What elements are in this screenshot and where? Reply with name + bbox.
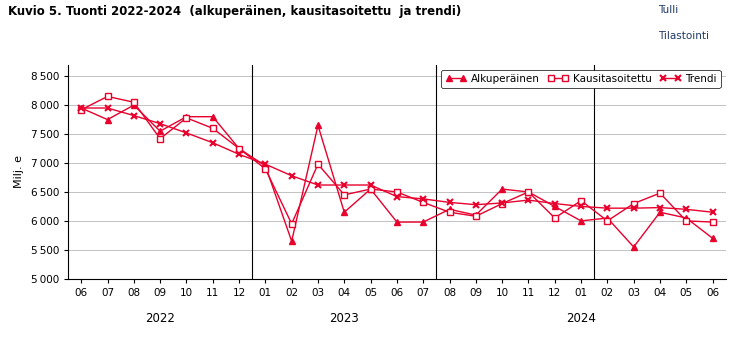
Alkuperäinen xyxy=(682,216,691,220)
Line: Alkuperäinen: Alkuperäinen xyxy=(79,102,715,250)
Kausitasoitettu xyxy=(524,190,533,194)
Trendi xyxy=(76,106,85,110)
Kausitasoitettu xyxy=(708,220,717,224)
Kausitasoitettu xyxy=(156,137,165,141)
Alkuperäinen xyxy=(129,103,138,107)
Kausitasoitettu xyxy=(629,202,638,206)
Alkuperäinen xyxy=(708,236,717,240)
Trendi xyxy=(445,200,454,204)
Alkuperäinen xyxy=(471,213,480,217)
Text: Tilastointi: Tilastointi xyxy=(658,31,708,40)
Trendi xyxy=(629,206,638,210)
Trendi xyxy=(208,141,217,145)
Kausitasoitettu xyxy=(392,190,401,194)
Alkuperäinen xyxy=(366,187,375,191)
Kausitasoitettu xyxy=(314,162,323,166)
Kausitasoitettu xyxy=(234,147,243,151)
Alkuperäinen xyxy=(629,245,638,249)
Alkuperäinen xyxy=(445,207,454,211)
Kausitasoitettu xyxy=(655,191,665,195)
Trendi xyxy=(182,131,191,135)
Trendi xyxy=(419,197,428,201)
Kausitasoitettu xyxy=(603,219,612,223)
Kausitasoitettu xyxy=(577,199,586,203)
Kausitasoitettu xyxy=(208,126,217,130)
Kausitasoitettu xyxy=(682,219,691,223)
Trendi xyxy=(103,106,112,110)
Kausitasoitettu xyxy=(419,200,428,204)
Trendi xyxy=(234,152,243,156)
Trendi xyxy=(524,198,533,202)
Alkuperäinen xyxy=(392,220,401,224)
Trendi xyxy=(577,204,586,208)
Text: 2024: 2024 xyxy=(566,312,596,325)
Trendi xyxy=(497,201,507,205)
Line: Kausitasoitettu: Kausitasoitettu xyxy=(79,94,715,226)
Kausitasoitettu xyxy=(445,210,454,214)
Trendi xyxy=(339,183,349,187)
Alkuperäinen xyxy=(655,210,665,214)
Trendi xyxy=(655,206,665,210)
Kausitasoitettu xyxy=(182,116,191,120)
Trendi xyxy=(392,194,401,199)
Alkuperäinen xyxy=(550,204,559,208)
Trendi xyxy=(287,174,296,178)
Alkuperäinen xyxy=(577,219,586,223)
Alkuperäinen xyxy=(497,187,507,191)
Kausitasoitettu xyxy=(497,202,507,206)
Trendi xyxy=(682,207,691,211)
Kausitasoitettu xyxy=(261,167,270,171)
Kausitasoitettu xyxy=(76,108,85,112)
Trendi xyxy=(471,203,480,207)
Alkuperäinen xyxy=(182,115,191,119)
Trendi xyxy=(366,183,375,187)
Trendi xyxy=(314,183,323,187)
Alkuperäinen xyxy=(314,123,323,128)
Trendi xyxy=(708,210,717,214)
Alkuperäinen xyxy=(103,118,112,122)
Kausitasoitettu xyxy=(471,214,480,218)
Alkuperäinen xyxy=(261,164,270,168)
Kausitasoitettu xyxy=(339,193,349,197)
Kausitasoitettu xyxy=(287,222,296,226)
Text: 2022: 2022 xyxy=(145,312,175,325)
Trendi xyxy=(129,114,138,118)
Text: Milj. e: Milj. e xyxy=(14,155,23,188)
Alkuperäinen xyxy=(156,129,165,133)
Text: Tulli: Tulli xyxy=(658,5,678,15)
Alkuperäinen xyxy=(524,190,533,194)
Legend: Alkuperäinen, Kausitasoitettu, Trendi: Alkuperäinen, Kausitasoitettu, Trendi xyxy=(442,70,720,88)
Line: Trendi: Trendi xyxy=(78,104,716,216)
Kausitasoitettu xyxy=(366,187,375,191)
Alkuperäinen xyxy=(339,210,349,214)
Trendi xyxy=(261,162,270,166)
Alkuperäinen xyxy=(287,239,296,243)
Kausitasoitettu xyxy=(103,95,112,99)
Kausitasoitettu xyxy=(550,216,559,220)
Text: 2023: 2023 xyxy=(330,312,359,325)
Alkuperäinen xyxy=(603,216,612,220)
Alkuperäinen xyxy=(419,220,428,224)
Kausitasoitettu xyxy=(129,100,138,104)
Alkuperäinen xyxy=(208,115,217,119)
Alkuperäinen xyxy=(76,106,85,110)
Trendi xyxy=(550,202,559,206)
Text: Kuvio 5. Tuonti 2022-2024  (alkuperäinen, kausitasoitettu  ja trendi): Kuvio 5. Tuonti 2022-2024 (alkuperäinen,… xyxy=(8,5,461,18)
Trendi xyxy=(603,206,612,210)
Trendi xyxy=(156,122,165,126)
Alkuperäinen xyxy=(234,147,243,151)
